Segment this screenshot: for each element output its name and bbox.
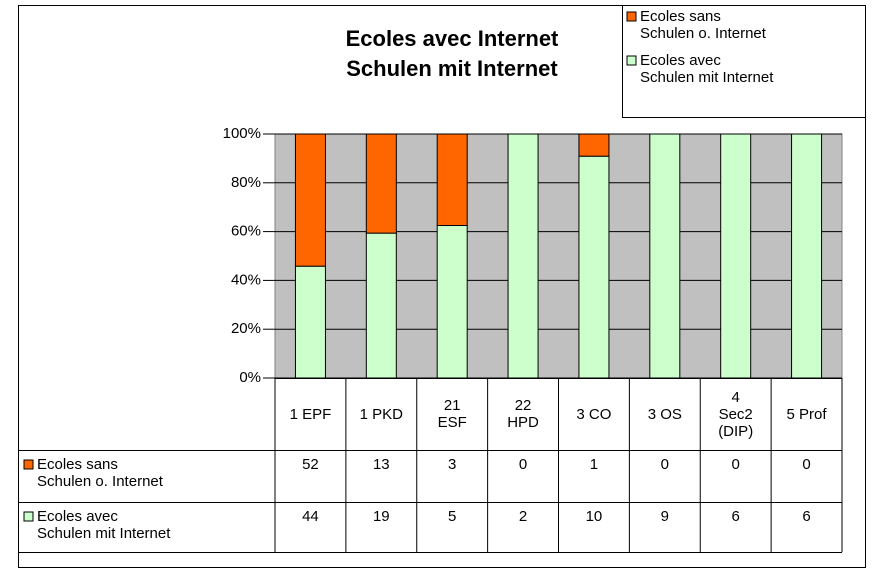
bar-segment: [720, 133, 752, 379]
bar-segment: [649, 133, 681, 379]
bar-segment: [294, 265, 326, 379]
bar-segment: [791, 133, 823, 379]
legend-box: [622, 5, 866, 118]
table-cell: 0: [802, 456, 811, 473]
legend-key: [626, 11, 637, 22]
table-cell: 13: [372, 456, 390, 473]
y-tick-label: 100%: [223, 125, 261, 142]
x-tick-label: 5 Prof: [786, 405, 827, 423]
plot-area: [274, 133, 843, 379]
x-tick-label: 1 PKD: [359, 405, 403, 423]
table-cell: 19: [372, 508, 390, 525]
x-tick-label: 1 EPF: [289, 405, 332, 423]
x-tick-label: 21 ESF: [437, 397, 467, 431]
table-cell: 10: [585, 508, 603, 525]
table-legend-key: [23, 459, 34, 470]
bar-segment: [294, 133, 326, 267]
x-tick-label: 3 OS: [647, 405, 682, 423]
table-cell: 3: [448, 456, 457, 473]
y-tick-label: 60%: [231, 223, 261, 240]
x-tick-label: 3 CO: [576, 405, 612, 423]
table-series-name: Ecoles sans Schulen o. Internet: [37, 456, 163, 490]
table-legend-key: [23, 511, 34, 522]
table-cell: 44: [302, 508, 319, 525]
x-tick-label: 22 HPD: [507, 397, 539, 431]
chart-title: Ecoles avec Internet Schulen mit Interne…: [345, 26, 559, 81]
table-cell: 1: [589, 456, 599, 473]
bar-segment: [436, 133, 468, 226]
table-cell: 6: [731, 508, 740, 525]
legend-label: Ecoles sans Schulen o. Internet: [640, 8, 766, 42]
table-cell: 0: [731, 456, 740, 473]
table-cell: 6: [802, 508, 811, 525]
x-tick-label: 4 Sec2 (DIP): [718, 388, 754, 440]
y-tick-label: 0%: [239, 369, 261, 386]
table-cell: 2: [518, 508, 528, 525]
y-tick-label: 40%: [231, 271, 261, 288]
table-cell: 52: [302, 456, 319, 473]
table-cell: 5: [448, 508, 457, 525]
bar-segment: [507, 133, 539, 379]
y-tick-label: 20%: [231, 320, 261, 337]
table-cell: 0: [660, 456, 669, 473]
legend-key: [626, 55, 637, 66]
legend-label: Ecoles avec Schulen mit Internet: [640, 52, 774, 86]
y-tick-label: 80%: [231, 174, 261, 191]
table-series-name: Ecoles avec Schulen mit Internet: [37, 508, 171, 542]
table-cell: 0: [518, 456, 528, 473]
bar-segment: [365, 232, 397, 379]
bar-segment: [578, 155, 610, 379]
bar-segment: [578, 133, 610, 157]
bar-segment: [365, 133, 397, 234]
table-cell: 9: [660, 508, 669, 525]
bar-segment: [436, 225, 468, 379]
